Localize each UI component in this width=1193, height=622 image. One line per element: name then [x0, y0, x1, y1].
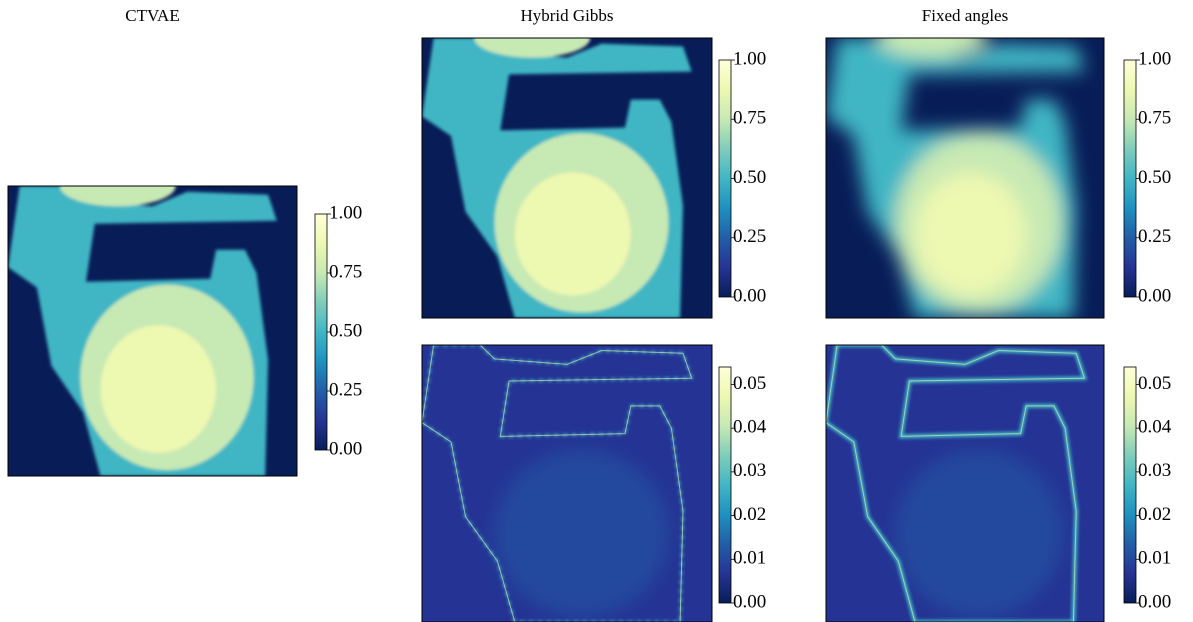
panel-title: Hybrid Gibbs — [520, 6, 613, 25]
colorbar-tick-label: 0.00 — [1138, 591, 1171, 612]
region — [876, 38, 988, 58]
heatmap — [826, 38, 1104, 318]
heatmap-frame — [421, 37, 713, 319]
edge — [422, 345, 693, 622]
panel-title: CTVAE — [125, 6, 179, 25]
panel-title: Fixed angles — [922, 6, 1008, 25]
colorbar-tick-label: 0.00 — [1138, 285, 1171, 306]
colorbar-tick-label: 1.00 — [1138, 48, 1171, 69]
heatmap-frame — [421, 344, 713, 622]
colorbar-tick-label: 0.04 — [1138, 417, 1172, 438]
colorbar-tick-label: 1.00 — [733, 48, 766, 69]
colorbar-tick-label: 0.03 — [1138, 460, 1171, 481]
heatmap — [422, 38, 712, 318]
heatmap-frame — [825, 344, 1105, 622]
heatmap-shade — [494, 450, 669, 617]
region — [914, 172, 1027, 296]
colorbar-tick-label: 0.50 — [329, 320, 362, 341]
colorbar-tick-label: 0.75 — [329, 261, 362, 282]
colorbar-tick-label: 0.50 — [1138, 167, 1171, 188]
heatmap-frame — [825, 37, 1105, 319]
heatmap-field — [422, 38, 692, 318]
colorbar-tick-label: 0.05 — [1138, 373, 1171, 394]
colorbar-tick-label: 0.50 — [733, 167, 766, 188]
heatmap-field — [826, 38, 1085, 318]
heatmap-shade — [895, 450, 1063, 617]
colorbar — [718, 366, 732, 604]
colorbar-tick-label: 0.25 — [1138, 226, 1171, 247]
region — [514, 172, 631, 296]
colorbar-tick-label: 0.04 — [733, 417, 767, 438]
colorbar-tick-label: 0.02 — [733, 504, 766, 525]
colorbar — [1123, 59, 1137, 298]
edge — [826, 345, 1086, 622]
colorbar-tick-label: 0.01 — [733, 548, 766, 569]
colorbar-tick-label: 0.75 — [1138, 108, 1171, 129]
region — [100, 325, 217, 453]
colorbar-tick-label: 1.00 — [329, 202, 362, 223]
heatmap-frame — [7, 185, 298, 477]
region — [60, 186, 176, 207]
heatmap-field — [8, 186, 277, 476]
colorbar-tick-label: 0.05 — [733, 373, 766, 394]
colorbar-tick-label: 0.01 — [1138, 548, 1171, 569]
colorbar-tick-label: 0.25 — [329, 379, 362, 400]
colorbar-tick-label: 0.25 — [733, 226, 766, 247]
colorbar-tick-label: 0.03 — [733, 460, 766, 481]
colorbar-tick-label: 0.75 — [733, 108, 766, 129]
colorbar-tick-label: 0.02 — [1138, 504, 1171, 525]
region — [474, 38, 591, 58]
heatmap — [8, 186, 297, 476]
colorbar-tick-label: 0.00 — [733, 285, 766, 306]
heatmap — [422, 345, 712, 622]
colorbar-tick-label: 0.00 — [733, 591, 766, 612]
colorbar — [314, 213, 328, 451]
colorbar — [718, 59, 732, 298]
heatmap — [826, 345, 1104, 622]
colorbar-tick-label: 0.00 — [329, 438, 362, 459]
colorbar — [1123, 366, 1137, 604]
